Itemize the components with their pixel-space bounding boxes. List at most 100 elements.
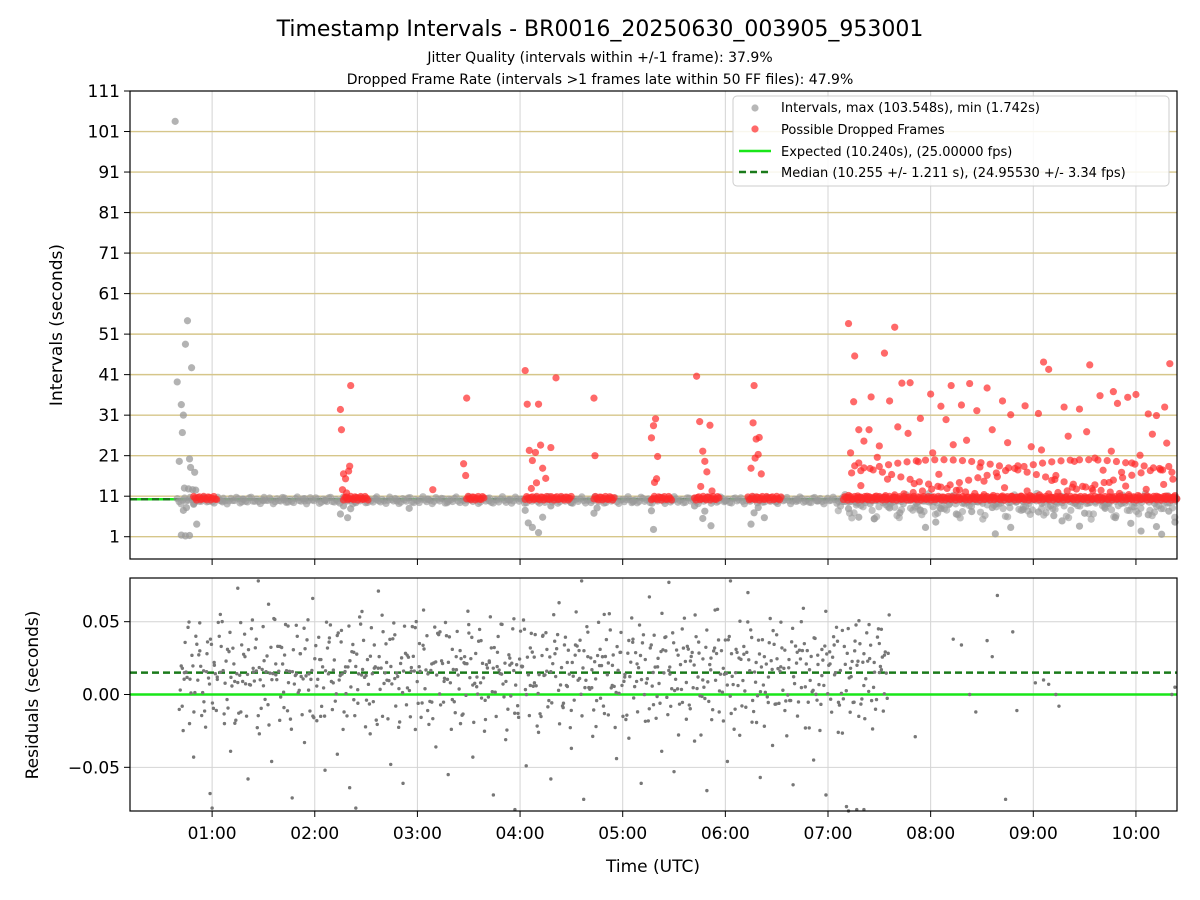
- interval-point: [593, 504, 601, 512]
- residual-point: [750, 720, 754, 724]
- residual-point: [267, 723, 271, 727]
- residual-point: [262, 659, 266, 663]
- intervals-legend: Intervals, max (103.548s), min (1.742s) …: [732, 95, 1170, 187]
- residual-point: [438, 630, 442, 634]
- residual-point: [591, 734, 595, 739]
- residual-point: [846, 626, 850, 631]
- residual-point: [582, 797, 586, 802]
- residual-point: [447, 635, 452, 639]
- residual-point: [377, 654, 381, 659]
- residual-point: [283, 622, 288, 627]
- residual-point: [415, 679, 419, 684]
- residual-point: [735, 650, 739, 655]
- residual-point: [352, 698, 356, 702]
- residual-point: [742, 652, 746, 656]
- residual-point: [365, 657, 370, 662]
- residual-point: [302, 626, 306, 630]
- residual-point: [205, 640, 210, 644]
- dropped-frame-point: [906, 379, 914, 387]
- residual-point: [685, 644, 690, 649]
- residual-point: [233, 679, 237, 684]
- x-axis-label: Time (UTC): [605, 857, 700, 877]
- residual-point: [774, 702, 778, 706]
- residual-point: [347, 786, 352, 790]
- residual-point: [397, 686, 401, 691]
- dropped-frame-point: [1103, 457, 1111, 465]
- residual-point: [803, 726, 808, 730]
- residual-point: [477, 627, 482, 632]
- dropped-frame-point: [1042, 473, 1050, 481]
- dropped-frame-point: [1096, 392, 1104, 400]
- residual-point: [361, 638, 366, 643]
- residual-point: [566, 648, 571, 652]
- residual-point: [844, 689, 848, 693]
- residual-point: [379, 666, 383, 670]
- residual-point: [229, 675, 233, 680]
- residual-point: [536, 691, 540, 696]
- residual-point: [203, 725, 208, 729]
- residual-point: [605, 673, 610, 677]
- residual-point: [530, 650, 534, 654]
- interval-point: [921, 523, 930, 531]
- interval-point: [344, 514, 352, 522]
- residual-point: [441, 700, 446, 704]
- dropped-frame-point: [942, 416, 950, 424]
- residual-point: [586, 630, 590, 634]
- dropped-frame-point: [1021, 402, 1029, 410]
- residual-point: [461, 712, 465, 716]
- dropped-frame-point: [1075, 405, 1084, 413]
- residual-point: [462, 654, 467, 659]
- residual-point: [819, 702, 823, 707]
- dropped-frame-point: [949, 441, 957, 449]
- residual-point: [202, 700, 206, 704]
- legend-marker-intervals: [751, 104, 759, 112]
- residual-point: [794, 661, 799, 665]
- residual-point: [787, 657, 791, 662]
- residual-point: [405, 686, 410, 690]
- residual-point: [680, 700, 685, 705]
- residual-point: [384, 642, 388, 646]
- residual-point: [650, 684, 654, 688]
- residual-point: [420, 701, 424, 705]
- residual-point: [218, 612, 223, 617]
- residual-point: [231, 646, 235, 650]
- residual-point: [264, 670, 268, 674]
- residual-point: [557, 601, 561, 605]
- residual-point: [503, 737, 508, 742]
- residual-point: [835, 639, 840, 643]
- dropped-frame-point: [865, 426, 873, 434]
- residual-point: [194, 634, 198, 638]
- residual-point: [195, 642, 199, 646]
- residual-point: [573, 653, 577, 657]
- intervals-y-tick-label: 41: [98, 366, 120, 386]
- residual-point: [842, 644, 847, 649]
- residual-point: [725, 683, 730, 687]
- residual-point: [620, 683, 624, 688]
- residual-point: [304, 674, 308, 678]
- residual-point: [330, 707, 335, 712]
- residual-point: [452, 700, 456, 704]
- dropped-frame-point: [910, 480, 918, 488]
- residual-point: [586, 654, 590, 659]
- residual-point: [809, 654, 813, 659]
- residual-point: [355, 652, 359, 656]
- residual-point: [550, 701, 554, 705]
- residual-point: [696, 640, 701, 644]
- residual-point: [554, 647, 559, 651]
- residual-point: [762, 724, 767, 728]
- residual-point: [351, 642, 355, 647]
- residual-point: [223, 681, 227, 685]
- residual-point: [778, 669, 782, 673]
- residual-point: [393, 633, 397, 637]
- residual-point: [610, 663, 615, 668]
- intervals-y-tick-label: 1: [109, 528, 120, 548]
- residual-point: [565, 684, 570, 689]
- dropped-frame-point: [955, 478, 963, 487]
- residual-point: [457, 687, 461, 691]
- residual-point: [332, 658, 337, 662]
- residual-point: [995, 593, 1000, 598]
- residual-point: [438, 703, 443, 707]
- residual-point: [879, 627, 884, 631]
- dropped-frame-point: [649, 422, 658, 430]
- dropped-frame-point: [590, 394, 598, 402]
